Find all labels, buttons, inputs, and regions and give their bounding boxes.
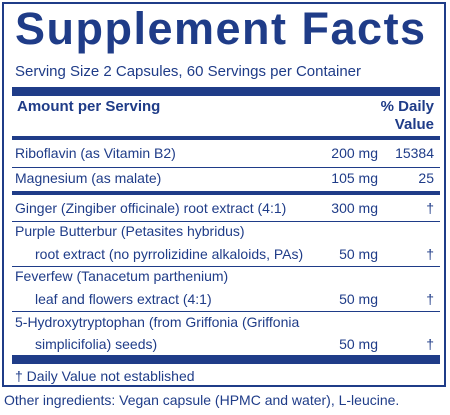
nutrient-name-magnesium: Magnesium (as malate) [15,170,162,186]
panel-title: Supplement Facts [15,3,427,54]
serving-size-text: Serving Size 2 Capsules, 60 Servings per… [15,63,362,80]
ingredient-dv-butterbur: † [426,246,434,262]
ingredient-name-butterbur-line1: Purple Butterbur (Petasites hybridus) [15,223,245,239]
ingredient-name-butterbur-line2: root extract (no pyrrolizidine alkaloids… [35,246,304,262]
nutrient-dv-magnesium: 25 [418,170,434,186]
ingredient-amount-feverfew: 50 mg [339,291,378,307]
thick-divider [12,87,440,96]
ingredient-dv-5htp: † [426,336,434,352]
other-ingredients-text: Other ingredients: Vegan capsule (HPMC a… [4,392,400,408]
ingredient-name-5htp-line1: 5-Hydroxytryptophan (from Griffonia (Gri… [15,314,300,330]
daily-value-header-line1: % Daily [380,98,434,115]
ingredient-amount-ginger: 300 mg [331,200,378,216]
daily-value-footnote: † Daily Value not established [15,368,195,384]
row-divider [12,221,440,222]
ingredient-amount-5htp: 50 mg [339,336,378,352]
nutrient-dv-riboflavin: 15384 [395,145,434,161]
row-divider [12,266,440,267]
row-divider [12,167,440,168]
thick-divider-bottom [12,355,440,364]
row-divider [12,311,440,312]
section-divider [12,191,440,195]
header-divider [12,136,440,140]
nutrient-amount-riboflavin: 200 mg [331,145,378,161]
daily-value-header: % Daily Value [344,98,434,134]
ingredient-dv-ginger: † [426,200,434,216]
daily-value-header-line2: Value [394,116,434,133]
ingredient-name-feverfew-line2: leaf and flowers extract (4:1) [35,291,212,307]
supplement-facts-panel: Supplement Facts Serving Size 2 Capsules… [2,2,446,387]
nutrient-name-riboflavin: Riboflavin (as Vitamin B2) [15,145,176,161]
ingredient-name-feverfew-line1: Feverfew (Tanacetum parthenium) [15,268,229,284]
ingredient-name-ginger: Ginger (Zingiber officinale) root extrac… [15,200,287,216]
ingredient-amount-butterbur: 50 mg [339,246,378,262]
ingredient-name-5htp-line2: simplicifolia) seeds) [35,336,158,352]
nutrient-amount-magnesium: 105 mg [331,170,378,186]
ingredient-dv-feverfew: † [426,291,434,307]
amount-per-serving-header: Amount per Serving [17,98,161,115]
